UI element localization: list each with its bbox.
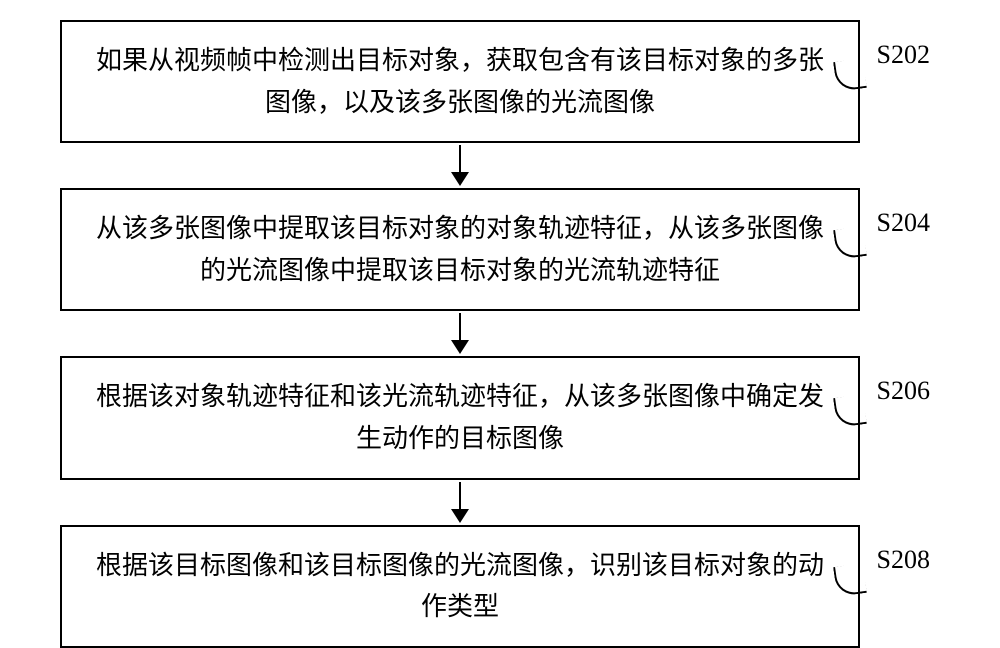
step-text: 根据该目标图像和该目标图像的光流图像，识别该目标对象的动作类型 xyxy=(92,545,828,628)
step-box-1: 如果从视频帧中检测出目标对象，获取包含有该目标对象的多张图像，以及该多张图像的光… xyxy=(60,20,860,143)
step-label-2: S204 xyxy=(877,208,930,238)
arrow-head xyxy=(451,172,469,186)
step-wrapper-4: 根据该目标图像和该目标图像的光流图像，识别该目标对象的动作类型 S208 xyxy=(60,525,940,648)
step-text: 从该多张图像中提取该目标对象的对象轨迹特征，从该多张图像的光流图像中提取该目标对… xyxy=(92,208,828,291)
arrow-line xyxy=(459,145,461,173)
step-box-4: 根据该目标图像和该目标图像的光流图像，识别该目标对象的动作类型 xyxy=(60,525,860,648)
step-wrapper-3: 根据该对象轨迹特征和该光流轨迹特征，从该多张图像中确定发生动作的目标图像 S20… xyxy=(60,356,940,479)
arrow-head xyxy=(451,509,469,523)
step-label-3: S206 xyxy=(877,376,930,406)
step-text: 根据该对象轨迹特征和该光流轨迹特征，从该多张图像中确定发生动作的目标图像 xyxy=(92,376,828,459)
arrow-line xyxy=(459,313,461,341)
arrow-head xyxy=(451,340,469,354)
flowchart-container: 如果从视频帧中检测出目标对象，获取包含有该目标对象的多张图像，以及该多张图像的光… xyxy=(60,20,940,648)
arrow-1 xyxy=(451,145,469,186)
arrow-3 xyxy=(451,482,469,523)
step-wrapper-2: 从该多张图像中提取该目标对象的对象轨迹特征，从该多张图像的光流图像中提取该目标对… xyxy=(60,188,940,311)
arrow-line xyxy=(459,482,461,510)
step-label-1: S202 xyxy=(877,40,930,70)
step-text: 如果从视频帧中检测出目标对象，获取包含有该目标对象的多张图像，以及该多张图像的光… xyxy=(92,40,828,123)
step-wrapper-1: 如果从视频帧中检测出目标对象，获取包含有该目标对象的多张图像，以及该多张图像的光… xyxy=(60,20,940,143)
arrow-2 xyxy=(451,313,469,354)
step-box-2: 从该多张图像中提取该目标对象的对象轨迹特征，从该多张图像的光流图像中提取该目标对… xyxy=(60,188,860,311)
step-label-4: S208 xyxy=(877,545,930,575)
step-box-3: 根据该对象轨迹特征和该光流轨迹特征，从该多张图像中确定发生动作的目标图像 xyxy=(60,356,860,479)
